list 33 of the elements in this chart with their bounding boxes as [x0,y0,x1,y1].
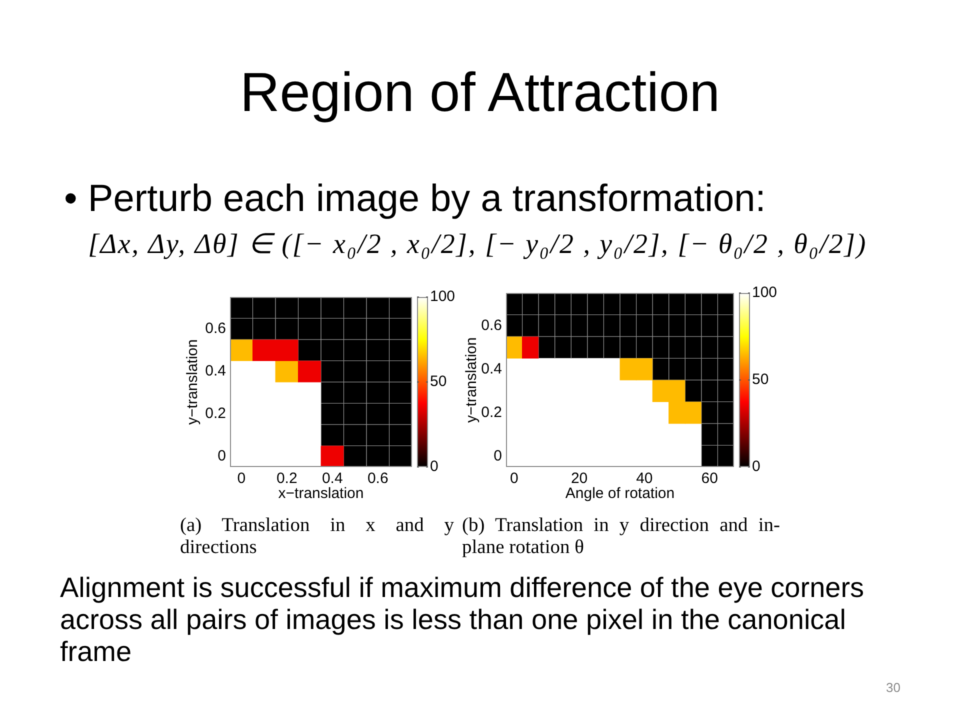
y-tick-label: 0.6 [205,320,226,338]
x-tick-label: 0.4 [322,470,343,488]
color-bar-label: 50 [752,371,769,388]
text: 30 [886,680,900,695]
color-bar-label: 100 [752,284,778,302]
x-tick-label: 0 [237,470,246,488]
color-bar-label: 0 [430,458,438,476]
text: • Perturb each image by a transformation: [64,178,766,221]
x-tick-label: 0 [510,470,518,488]
y-tick-label: 0 [218,448,226,465]
x-axis-title: x−translation [278,485,364,502]
y-tick-label: 0.2 [481,404,502,421]
y-tick-label: 0.2 [205,405,226,422]
text: Region of Attraction [238,60,721,124]
x-tick-label: 0.2 [276,470,298,488]
x-tick-label: 20 [570,470,588,488]
y-axis-title: y−translation [184,339,202,425]
y-tick-label: 0 [494,447,502,464]
x-tick-label: 60 [701,470,718,488]
y-tick-label: 0.4 [481,360,502,378]
color-bar-label: 100 [430,288,456,306]
text: [Δx, Δy, Δθ] ∈ ([− x₀/2 , x₀/2], [− y₀/2 , y₀/2], [− θ₀/2 , θ₀/2]) [88,228,867,261]
y-axis-title: y−translation [463,337,480,423]
text: Alignment is successful if maximum difference of the eye corners across all pairs of images is less than one pixel in the canonical frame [60,572,866,668]
x-axis-title: Angle of rotation [565,485,675,502]
x-tick-label: 0.6 [367,470,388,488]
y-tick-label: 0.4 [205,362,226,380]
y-tick-label: 0.6 [481,316,502,334]
x-tick-label: 40 [636,470,653,488]
text: (b) Translation in y direction and in-plane rotation θ [462,515,780,559]
text: (a) Translation in x and y directions [180,515,454,559]
color-bar-label: 50 [430,373,447,390]
color-bar-label: 0 [752,458,760,476]
